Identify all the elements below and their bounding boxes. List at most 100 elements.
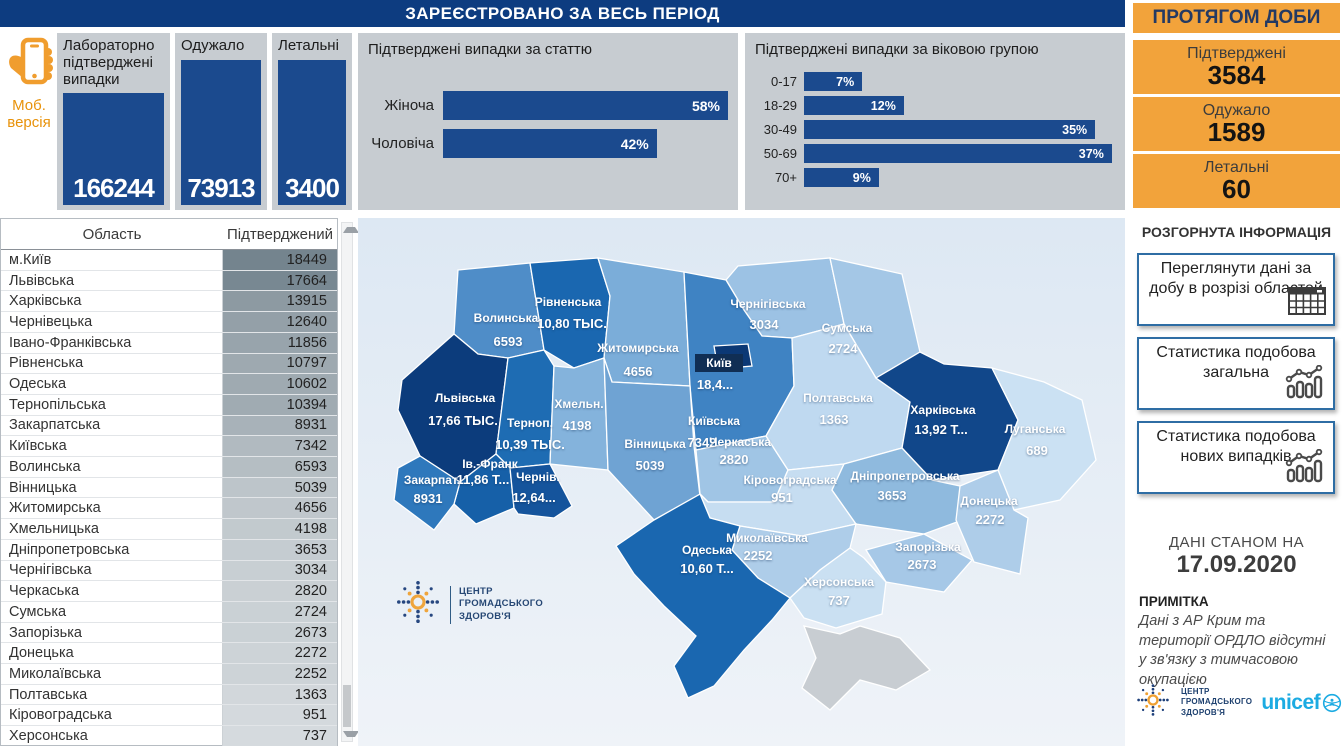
region-name-cell: Хмельницька	[1, 519, 223, 539]
table-row[interactable]: Полтавська 1363	[1, 683, 337, 705]
table-row[interactable]: Чернівецька 12640	[1, 311, 337, 332]
info-button-2[interactable]: Статистика подобова нових випадків	[1137, 421, 1335, 494]
daily-card-1: Одужало 1589	[1133, 97, 1340, 151]
region-value-cell: 6593	[223, 457, 337, 477]
gender-bar[interactable]: 42%	[443, 129, 657, 158]
map-region-donetsk[interactable]	[955, 469, 1029, 575]
age-bar[interactable]: 7%	[804, 72, 863, 91]
map-region-value-poltava: 1363	[820, 412, 849, 427]
table-row[interactable]: Чернігівська 3034	[1, 559, 337, 581]
region-value-cell: 2252	[223, 664, 337, 684]
map-region-value-ternopil: 10,39 ТЫС.	[495, 437, 565, 452]
region-name-cell: Сумська	[1, 601, 223, 622]
map-region-chernivtsi[interactable]	[509, 463, 573, 519]
table-row[interactable]: Волинська 6593	[1, 456, 337, 477]
stat-card-value: 73913	[187, 173, 255, 203]
table-row[interactable]: Вінницька 5039	[1, 476, 337, 498]
table-row[interactable]: м.Київ 18449	[1, 250, 337, 270]
age-bar[interactable]: 9%	[804, 168, 879, 187]
region-name-cell: Кіровоградська	[1, 705, 223, 726]
map-region-value-dnipro: 3653	[878, 488, 907, 503]
map-region-zakarpattia[interactable]	[393, 455, 461, 531]
table-scrollbar[interactable]	[341, 222, 359, 742]
map-region-khmelnytskyi[interactable]	[549, 357, 609, 471]
mobile-version-link[interactable]: Моб. версія	[2, 36, 56, 176]
table-row[interactable]: Львівська 17664	[1, 269, 337, 291]
table-row[interactable]: Донецька 2272	[1, 642, 337, 664]
region-value-cell: 737	[223, 726, 337, 746]
stat-card-block: 166244	[63, 93, 164, 205]
gender-row-1: Чоловіча 42%	[368, 129, 728, 158]
stat-card-1: Одужало 73913	[175, 33, 267, 210]
map-region-label-zaporizhzhia: Запорізька	[895, 540, 961, 554]
gender-bar[interactable]: 58%	[443, 91, 728, 120]
info-button-0[interactable]: Переглянути дані за добу в розрізі облас…	[1137, 253, 1335, 326]
stat-card-block: 73913	[181, 59, 261, 205]
age-bar[interactable]: 12%	[804, 96, 904, 115]
map-region-value-lviv: 17,66 ТЫС.	[428, 413, 498, 428]
page-title: ЗАРЕЄСТРОВАНО ЗА ВЕСЬ ПЕРІОД	[0, 0, 1125, 27]
table-row[interactable]: Запорізька 2673	[1, 621, 337, 643]
map-region-zaporizhzhia[interactable]	[864, 533, 974, 593]
daily-card-value: 3584	[1207, 60, 1266, 91]
table-row[interactable]: Київська 7342	[1, 435, 337, 457]
region-value-cell: 4198	[223, 519, 337, 539]
note-title: ПРИМІТКА	[1139, 594, 1209, 609]
map-region-label-khmelnytskyi: Хмельн.	[554, 397, 603, 411]
map-region-label-sumy: Сумська	[822, 321, 873, 335]
region-name-cell: Волинська	[1, 457, 223, 477]
map-region-value-zhytomyr: 4656	[624, 364, 653, 379]
map-region-vinnytsia[interactable]	[603, 357, 701, 521]
info-button-1[interactable]: Статистика подобова загальна	[1137, 337, 1335, 410]
map-region-luhansk[interactable]	[990, 366, 1097, 511]
table-icon	[1288, 287, 1326, 315]
map-region-label-mykolaiv: Миколаївська	[726, 531, 808, 545]
map-svg: Волинська 6593 Рівненська 10,80 ТЫС. Житомир…	[393, 257, 1097, 711]
region-name-cell: Запорізька	[1, 622, 223, 643]
region-value-cell: 7342	[223, 436, 337, 457]
table-row[interactable]: Черкаська 2820	[1, 580, 337, 601]
table-row[interactable]: Рівненська 10797	[1, 352, 337, 374]
table-row[interactable]: Кіровоградська 951	[1, 704, 337, 726]
scroll-down-icon[interactable]	[343, 731, 359, 737]
map-region-label-donetsk: Донецька	[960, 494, 1018, 508]
map-region-odesa[interactable]	[615, 493, 791, 699]
region-value-cell: 1363	[223, 684, 337, 705]
phc-emblem-icon	[1135, 682, 1171, 723]
mobile-phone-icon	[9, 37, 53, 85]
map-region-value-kherson: 737	[828, 593, 850, 608]
region-value-cell: 13915	[223, 291, 337, 312]
table-row[interactable]: Житомирська 4656	[1, 497, 337, 519]
table-row[interactable]: Херсонська 737	[1, 725, 337, 746]
table-row[interactable]: Тернопільська 10394	[1, 393, 337, 415]
table-row[interactable]: Хмельницька 4198	[1, 518, 337, 539]
region-value-cell: 8931	[223, 415, 337, 436]
scroll-up-icon[interactable]	[343, 227, 359, 233]
table-row[interactable]: Одеська 10602	[1, 373, 337, 394]
map-region-crimea[interactable]	[801, 625, 932, 711]
table-row[interactable]: Харківська 13915	[1, 290, 337, 312]
data-as-of-caption: ДАНІ СТАНОМ НА	[1168, 534, 1305, 551]
age-bar[interactable]: 35%	[804, 120, 1096, 139]
table-row[interactable]: Миколаївська 2252	[1, 663, 337, 684]
chart-icon	[1285, 448, 1323, 483]
age-bar[interactable]: 37%	[804, 144, 1112, 163]
age-category-label: 70+	[774, 170, 797, 185]
map-region-value-luhansk: 689	[1026, 443, 1048, 458]
table-row[interactable]: Дніпропетровська 3653	[1, 538, 337, 560]
table-row[interactable]: Сумська 2724	[1, 600, 337, 622]
region-value-cell: 4656	[223, 498, 337, 519]
region-name-cell: Вінницька	[1, 477, 223, 498]
daily-panel-title: ПРОТЯГОМ ДОБИ	[1133, 3, 1340, 33]
table-row[interactable]: Івано-Франківська 11856	[1, 331, 337, 353]
info-button-label: Статистика подобова загальна	[1156, 344, 1316, 381]
table-row[interactable]: Закарпатська 8931	[1, 414, 337, 436]
stat-card-value: 3400	[285, 173, 340, 203]
scrollbar-thumb[interactable]	[343, 685, 351, 727]
region-name-cell: Херсонська	[1, 726, 223, 746]
map-region-kherson[interactable]	[789, 547, 887, 629]
region-value-cell: 2272	[223, 643, 337, 664]
daily-card-value: 1589	[1207, 117, 1266, 148]
region-value-cell: 10797	[223, 353, 337, 374]
region-value-cell: 3034	[223, 560, 337, 581]
